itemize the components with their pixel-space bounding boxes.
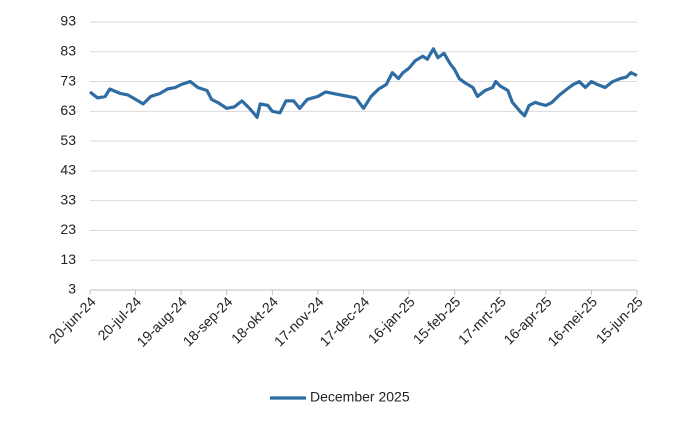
x-tick-label: 15-feb-25 (410, 293, 464, 347)
y-tick-label: 83 (60, 42, 76, 58)
y-tick-label: 13 (60, 251, 76, 267)
legend-label: December 2025 (310, 389, 410, 405)
y-tick-label: 53 (60, 132, 76, 148)
y-tick-label: 33 (60, 191, 76, 207)
x-tick-label: 18-sep-24 (180, 293, 236, 349)
y-tick-label: 73 (60, 72, 76, 88)
data-line (89, 47, 638, 119)
y-tick-label: 43 (60, 162, 76, 178)
x-tick-label: 19-aug-24 (133, 293, 190, 350)
x-tick-label: 15-jun-25 (593, 293, 646, 346)
y-tick-label: 23 (60, 221, 76, 237)
y-tick-label: 93 (60, 13, 76, 29)
y-tick-label: 63 (60, 102, 76, 118)
x-tick-label: 16-jan-25 (365, 293, 418, 346)
x-tick-label: 16-mei-25 (544, 293, 600, 349)
y-tick-label: 3 (68, 281, 76, 297)
x-tick-label: 17-dec-24 (316, 293, 372, 349)
x-tick-label: 17-mrt-25 (455, 293, 509, 347)
x-tick-label: 20-jun-24 (46, 293, 99, 346)
